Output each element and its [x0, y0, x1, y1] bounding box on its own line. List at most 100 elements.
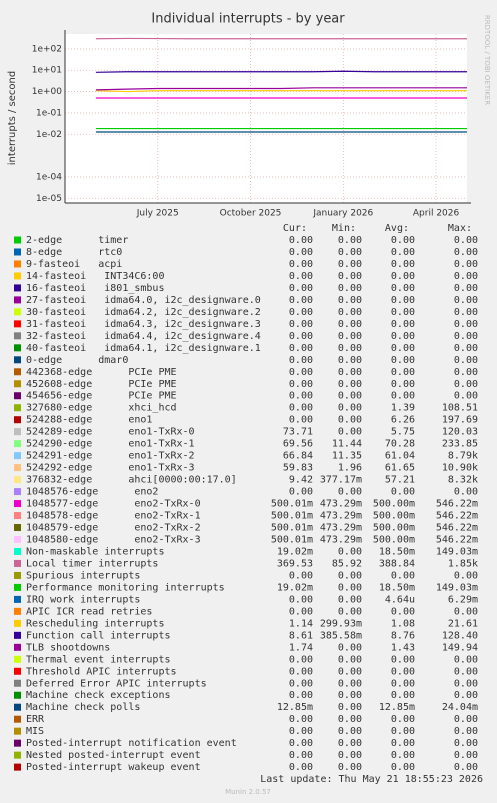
legend-swatch — [14, 488, 21, 496]
legend-stat: 0.00 — [391, 690, 415, 701]
legend-swatch — [14, 248, 21, 256]
legend-label: 0-edge dmar0 — [26, 355, 128, 366]
legend-swatch — [14, 296, 21, 304]
legend-stat: 0.00 — [289, 235, 313, 246]
legend-stat: 0.00 — [338, 235, 362, 246]
legend-swatch — [14, 500, 21, 508]
legend-swatch — [14, 703, 21, 711]
legend-stat: 0.00 — [454, 678, 478, 689]
legend-header: Min: — [332, 223, 356, 234]
legend-stat: 197.69 — [442, 415, 478, 426]
legend-stat: 388.84 — [379, 558, 415, 569]
legend-header: Cur: — [283, 223, 307, 234]
legend-stat: 0.00 — [289, 271, 313, 282]
legend-stat: 0.00 — [391, 487, 415, 498]
x-tick-label: April 2026 — [413, 209, 460, 219]
legend-stat: 0.00 — [289, 594, 313, 605]
legend-stat: 1.74 — [289, 642, 313, 653]
legend-label: IRQ work interrupts — [26, 594, 140, 605]
legend-label: Posted-interrupt notification event — [26, 738, 237, 749]
legend-stat: 0.00 — [289, 259, 313, 270]
legend-stat: 0.00 — [391, 367, 415, 378]
legend-stat: 0.00 — [454, 319, 478, 330]
legend-stat: 0.00 — [338, 403, 362, 414]
legend-stat: 0.00 — [338, 582, 362, 593]
legend-label: 2-edge timer — [26, 235, 128, 246]
legend-stat: 0.00 — [391, 235, 415, 246]
legend-stat: 0.00 — [289, 331, 313, 342]
legend-stat: 0.00 — [289, 367, 313, 378]
legend-stat: 0.00 — [338, 654, 362, 665]
legend-swatch — [14, 667, 21, 675]
legend-stat: 11.44 — [332, 439, 362, 450]
legend-label: 1048580-edge eno2-TxRx-3 — [26, 535, 201, 546]
legend-swatch — [14, 619, 21, 627]
legend-stat: 4.64u — [385, 594, 415, 605]
legend-stat: 500.01m — [271, 511, 313, 522]
y-tick-label: 1e-02 — [36, 130, 62, 140]
legend-stat: 149.94 — [442, 642, 478, 653]
legend-stat: 0.00 — [391, 259, 415, 270]
legend-stat: 0.00 — [289, 343, 313, 354]
legend-swatch — [14, 655, 21, 663]
legend-stat: 0.00 — [338, 271, 362, 282]
legend-stat: 85.92 — [332, 558, 362, 569]
legend-stat: 500.01m — [271, 535, 313, 546]
legend-swatch — [14, 583, 21, 591]
legend-stat: 0.00 — [338, 726, 362, 737]
legend-stat: 0.00 — [454, 762, 478, 773]
legend-stat: 21.61 — [448, 618, 478, 629]
legend-stat: 149.03m — [436, 546, 478, 557]
legend-stat: 12.85m — [277, 702, 313, 713]
legend-label: 9-fasteoi acpi — [26, 259, 122, 270]
legend-label: 32-fasteoi idma64.4, i2c_designware.4 — [26, 331, 261, 342]
legend-stat: 0.00 — [338, 750, 362, 761]
legend-stat: 11.35 — [332, 451, 362, 462]
legend-stat: 0.00 — [454, 714, 478, 725]
y-tick-label: 1e+01 — [32, 66, 62, 76]
legend-swatch — [14, 476, 21, 484]
legend-label: 524290-edge eno1-TxRx-1 — [26, 439, 195, 450]
legend-stat: 473.29m — [320, 535, 362, 546]
legend-stat: 0.00 — [338, 307, 362, 318]
legend-stat: 0.00 — [338, 259, 362, 270]
legend-stat: 0.00 — [289, 666, 313, 677]
legend-label: 16-fasteoi i801_smbus — [26, 283, 164, 294]
legend-stat: 0.00 — [454, 367, 478, 378]
legend-swatch — [14, 595, 21, 603]
legend-swatch — [14, 607, 21, 615]
legend-label: Threshold APIC interrupts — [26, 666, 177, 677]
legend-stat: 473.29m — [320, 523, 362, 534]
legend-label: MIS — [26, 726, 44, 737]
legend-stat: 61.65 — [385, 463, 415, 474]
legend-swatch — [14, 284, 21, 292]
legend-label: ERR — [26, 714, 45, 725]
legend-stat: 0.00 — [338, 343, 362, 354]
legend-swatch — [14, 524, 21, 532]
legend-label: Thermal event interrupts — [26, 654, 171, 665]
legend-swatch — [14, 428, 21, 436]
legend-stat: 473.29m — [320, 499, 362, 510]
legend-header: Max: — [448, 223, 472, 234]
legend-swatch — [14, 691, 21, 699]
series-line — [95, 70, 467, 73]
legend-swatch — [14, 320, 21, 328]
legend-stat: 57.21 — [385, 475, 415, 486]
legend-stat: 0.00 — [289, 307, 313, 318]
legend-stat: 0.00 — [289, 391, 313, 402]
legend-label: 327680-edge xhci_hcd — [26, 403, 177, 414]
legend-stat: 0.00 — [289, 606, 313, 617]
legend-stat: 0.00 — [338, 570, 362, 581]
legend-stat: 500.01m — [271, 499, 313, 510]
legend-stat: 0.00 — [338, 247, 362, 258]
legend-label: 524288-edge eno1 — [26, 415, 152, 426]
legend-swatch — [14, 272, 21, 280]
legend-label: 1048576-edge eno2 — [26, 487, 158, 498]
legend-stat: 0.00 — [338, 546, 362, 557]
legend-swatch — [14, 559, 21, 567]
legend-stat: 0.00 — [454, 738, 478, 749]
legend-stat: 0.00 — [391, 319, 415, 330]
legend-swatch — [14, 380, 21, 388]
legend-stat: 0.00 — [289, 726, 313, 737]
